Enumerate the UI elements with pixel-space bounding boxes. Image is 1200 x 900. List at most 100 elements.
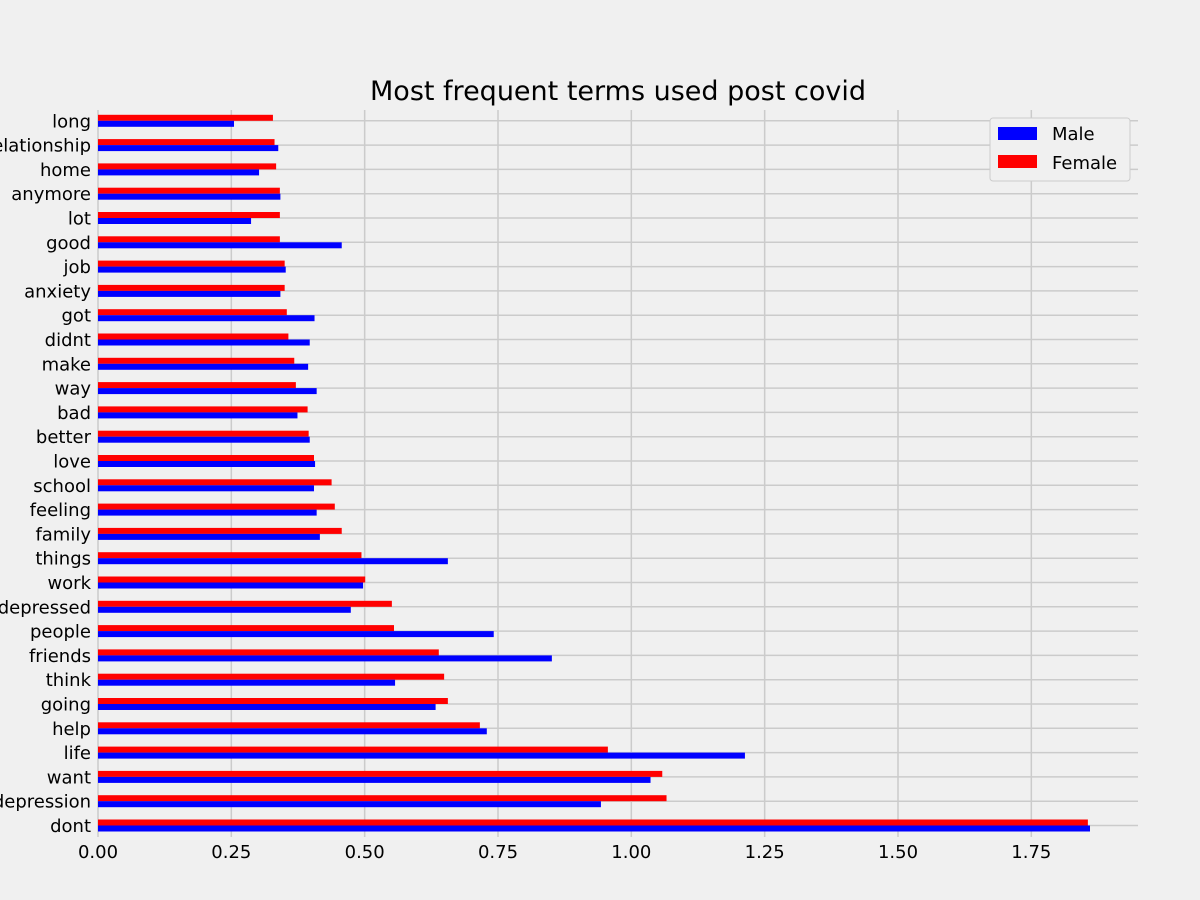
bar-female-didnt: [98, 333, 289, 340]
y-tick-label: things: [35, 549, 91, 570]
bar-male-anymore: [98, 193, 281, 200]
bar-female-work: [98, 576, 366, 583]
bar-male-dont: [98, 825, 1090, 832]
y-tick-label: long: [52, 111, 91, 132]
x-tick-label: 0.25: [211, 842, 251, 863]
bar-female-good: [98, 236, 280, 243]
y-tick-label: want: [47, 767, 91, 788]
bar-male-life: [98, 752, 745, 759]
bar-female-help: [98, 722, 480, 729]
x-tick-label: 0.50: [345, 842, 385, 863]
y-tick-label: home: [40, 160, 91, 181]
legend-label-male: Male: [1052, 124, 1095, 145]
bar-male-help: [98, 728, 487, 735]
bar-female-want: [98, 770, 663, 777]
bar-male-bad: [98, 412, 298, 419]
bar-male-didnt: [98, 339, 310, 346]
y-tick-label: family: [35, 524, 91, 545]
y-tick-label: work: [47, 573, 91, 594]
y-tick-label: didnt: [45, 330, 91, 351]
bar-male-home: [98, 169, 260, 176]
bar-male-relationship: [98, 145, 279, 152]
bar-male-job: [98, 266, 286, 273]
bar-male-make: [98, 363, 309, 370]
y-tick-label: life: [64, 743, 91, 764]
y-tick-label: depressed: [0, 597, 91, 618]
bar-male-think: [98, 679, 396, 686]
bar-female-way: [98, 382, 296, 389]
bar-male-lot: [98, 218, 252, 224]
bar-male-family: [98, 533, 320, 540]
bar-female-job: [98, 260, 285, 267]
chart-title: Most frequent terms used post covid: [370, 76, 866, 107]
bar-female-depression: [98, 795, 667, 802]
bar-male-feeling: [98, 509, 317, 516]
bar-female-got: [98, 309, 287, 316]
y-tick-label: anxiety: [24, 281, 91, 302]
bar-female-people: [98, 625, 394, 632]
y-tick-label: good: [46, 233, 91, 254]
legend-label-female: Female: [1052, 153, 1117, 174]
y-tick-label: got: [62, 306, 92, 327]
bar-female-love: [98, 455, 314, 461]
bar-female-depressed: [98, 600, 392, 607]
y-tick-labels: dont depression want life help going think frie…: [0, 111, 92, 837]
y-tick-label: way: [55, 379, 92, 400]
bar-male-got: [98, 315, 315, 322]
bar-male-anxiety: [98, 290, 281, 297]
y-tick-label: think: [46, 670, 92, 691]
y-tick-label: better: [36, 427, 92, 448]
legend: Male Female: [989, 117, 1131, 182]
bar-male-school: [98, 485, 314, 492]
y-tick-label: make: [42, 354, 91, 375]
y-tick-label: friends: [29, 646, 91, 667]
bar-male-depression: [98, 801, 601, 808]
bar-male-depressed: [98, 606, 351, 613]
bar-female-dont: [98, 819, 1088, 826]
y-tick-label: dont: [50, 816, 91, 837]
bar-male-love: [98, 461, 316, 467]
bar-male-work: [98, 582, 364, 589]
x-tick-labels: 0.00 0.25 0.50 0.75 1.00 1.25 1.50 1.75: [78, 842, 1051, 863]
x-tick-label: 1.00: [611, 842, 651, 863]
y-tick-label: going: [41, 695, 91, 716]
y-tick-label: love: [53, 452, 91, 473]
legend-swatch-female: [998, 155, 1037, 168]
x-tick-label: 1.75: [1011, 842, 1051, 863]
y-tick-label: feeling: [30, 500, 91, 521]
y-tick-label: help: [52, 719, 91, 740]
bar-female-relationship: [98, 139, 275, 146]
bar-male-better: [98, 436, 310, 443]
bar-male-going: [98, 704, 436, 710]
y-tick-label: relationship: [0, 136, 91, 157]
x-tick-label: 1.25: [745, 842, 785, 863]
bar-female-lot: [98, 212, 280, 218]
bar-male-way: [98, 388, 317, 395]
y-tick-label: bad: [57, 403, 91, 424]
bar-female-think: [98, 673, 445, 680]
bar-female-better: [98, 430, 309, 437]
bar-female-make: [98, 357, 295, 364]
legend-swatch-male: [998, 127, 1037, 140]
y-tick-label: depression: [0, 792, 91, 813]
bar-male-good: [98, 242, 342, 249]
bar-female-school: [98, 479, 332, 486]
bar-female-life: [98, 746, 608, 753]
bar-female-friends: [98, 649, 439, 656]
bar-male-want: [98, 776, 651, 783]
y-tick-label: anymore: [11, 184, 91, 205]
bars: [98, 114, 1090, 832]
bar-female-feeling: [98, 503, 335, 510]
bar-male-long: [98, 120, 234, 127]
x-tick-label: 1.50: [878, 842, 918, 863]
y-tick-label: job: [63, 257, 91, 278]
y-tick-label: people: [30, 622, 91, 643]
bar-female-bad: [98, 406, 308, 413]
bar-female-long: [98, 114, 273, 121]
bar-male-friends: [98, 655, 552, 662]
y-tick-label: school: [33, 476, 91, 497]
bar-female-anxiety: [98, 284, 285, 291]
bar-female-things: [98, 552, 362, 559]
